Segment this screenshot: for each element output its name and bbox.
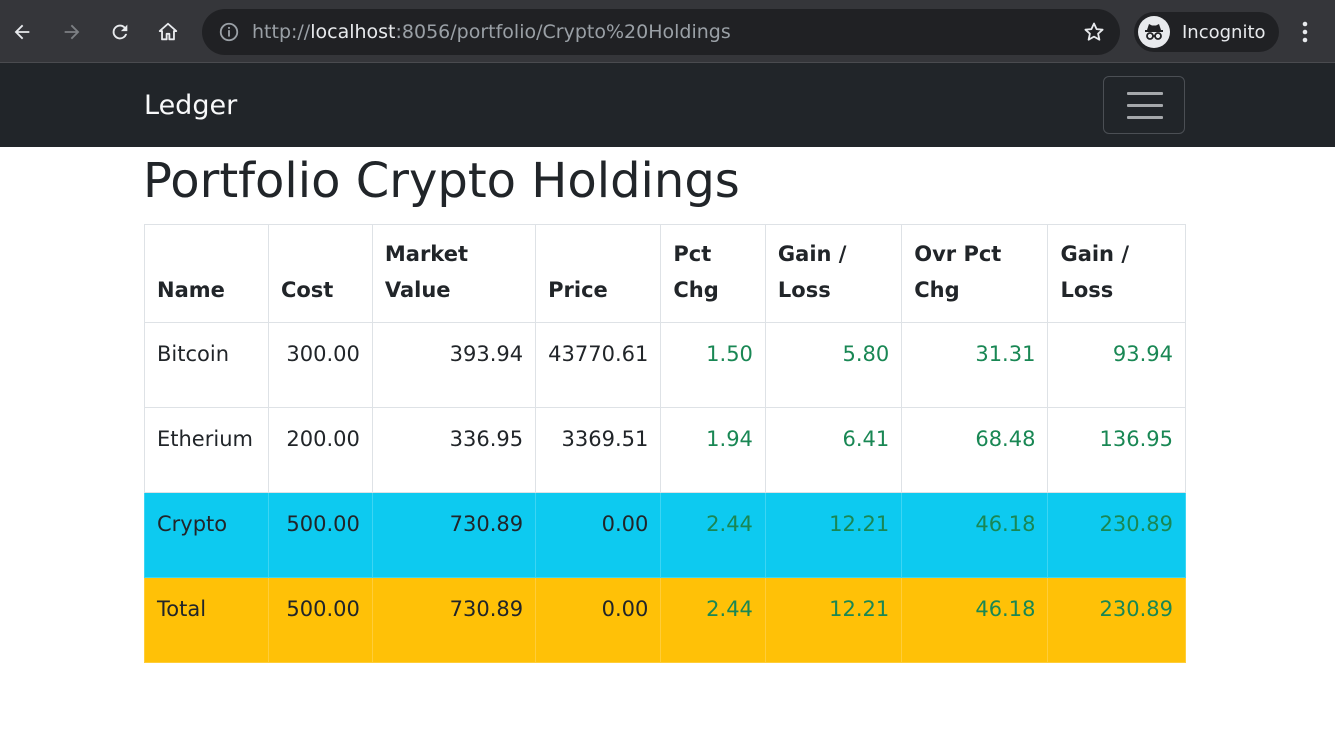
cell-ovr-gain-loss: 93.94 (1047, 322, 1186, 408)
cell-pct-chg: 2.44 (660, 492, 766, 578)
column-header-pct-chg[interactable]: Pct Chg (660, 224, 766, 323)
cell-name: Total (144, 577, 269, 663)
hamburger-icon (1127, 92, 1163, 95)
cell-market-value: 336.95 (371, 407, 537, 493)
column-header-market-value[interactable]: Market Value (371, 224, 537, 323)
arrow-left-icon (14, 24, 30, 40)
hamburger-icon-bar (1127, 104, 1163, 107)
cell-ovr-pct-chg: 46.18 (901, 492, 1049, 578)
column-header-name[interactable]: Name (144, 224, 269, 323)
cell-price: 43770.61 (535, 322, 662, 408)
cell-market-value: 730.89 (371, 577, 537, 663)
column-header-cost[interactable]: Cost (267, 224, 373, 323)
column-header-ovr-pct-chg[interactable]: Ovr Pct Chg (901, 224, 1049, 323)
browser-toolbar: http://localhost:8056/portfolio/Crypto%2… (0, 0, 1335, 63)
navbar: Ledger (0, 63, 1335, 147)
table-row: Etherium 200.00 336.95 3369.51 1.94 6.41… (144, 407, 1186, 493)
table-row-group-subtotal: Crypto 500.00 730.89 0.00 2.44 12.21 46.… (144, 492, 1186, 578)
cell-ovr-pct-chg: 46.18 (901, 577, 1049, 663)
column-header-gain-loss[interactable]: Gain / Loss (764, 224, 903, 323)
arrow-right-icon (64, 24, 80, 40)
cell-gain-loss: 5.80 (764, 322, 903, 408)
cell-name: Crypto (144, 492, 269, 578)
address-bar[interactable]: http://localhost:8056/portfolio/Crypto%2… (202, 9, 1120, 55)
cell-gain-loss: 6.41 (764, 407, 903, 493)
navbar-toggle-button[interactable] (1103, 76, 1185, 134)
cell-price: 3369.51 (535, 407, 662, 493)
cell-pct-chg: 2.44 (660, 577, 766, 663)
cell-ovr-gain-loss: 230.89 (1047, 492, 1186, 578)
incognito-profile-button[interactable]: Incognito (1134, 12, 1279, 52)
cell-ovr-gain-loss: 136.95 (1047, 407, 1186, 493)
incognito-label: Incognito (1182, 21, 1266, 43)
cell-cost: 500.00 (267, 492, 373, 578)
reload-icon (112, 24, 128, 40)
cell-name: Bitcoin (144, 322, 269, 408)
hamburger-icon-bar (1127, 116, 1163, 119)
holdings-table: Name Cost Market Value Price Pct Chg Gain … (144, 224, 1186, 663)
cell-gain-loss: 12.21 (764, 492, 903, 578)
cell-cost: 300.00 (267, 322, 373, 408)
back-button[interactable] (4, 12, 40, 52)
incognito-icon (1138, 16, 1170, 48)
url-text: http://localhost:8056/portfolio/Crypto%2… (252, 21, 731, 43)
cell-cost: 200.00 (267, 407, 373, 493)
cell-price: 0.00 (535, 577, 662, 663)
cell-ovr-pct-chg: 31.31 (901, 322, 1049, 408)
page-title: Portfolio Crypto Holdings (143, 153, 740, 209)
cell-ovr-gain-loss: 230.89 (1047, 577, 1186, 663)
cell-gain-loss: 12.21 (764, 577, 903, 663)
cell-pct-chg: 1.94 (660, 407, 766, 493)
column-header-ovr-gain-loss[interactable]: Gain / Loss (1047, 224, 1186, 323)
table-row: Bitcoin 300.00 393.94 43770.61 1.50 5.80… (144, 322, 1186, 408)
home-icon (158, 22, 178, 41)
navbar-brand[interactable]: Ledger (144, 90, 238, 121)
cell-price: 0.00 (535, 492, 662, 578)
star-icon[interactable] (1082, 20, 1106, 44)
cell-market-value: 393.94 (371, 322, 537, 408)
column-header-price[interactable]: Price (535, 224, 662, 323)
info-icon[interactable] (218, 21, 240, 43)
cell-pct-chg: 1.50 (660, 322, 766, 408)
cell-market-value: 730.89 (371, 492, 537, 578)
home-button[interactable] (150, 12, 186, 52)
reload-button[interactable] (102, 12, 138, 52)
table-row-total: Total 500.00 730.89 0.00 2.44 12.21 46.1… (144, 577, 1186, 663)
kebab-menu-icon[interactable] (1292, 14, 1318, 50)
cell-cost: 500.00 (267, 577, 373, 663)
cell-ovr-pct-chg: 68.48 (901, 407, 1049, 493)
cell-name: Etherium (144, 407, 269, 493)
forward-button[interactable] (54, 12, 90, 52)
table-header-row: Name Cost Market Value Price Pct Chg Gain … (144, 224, 1186, 323)
